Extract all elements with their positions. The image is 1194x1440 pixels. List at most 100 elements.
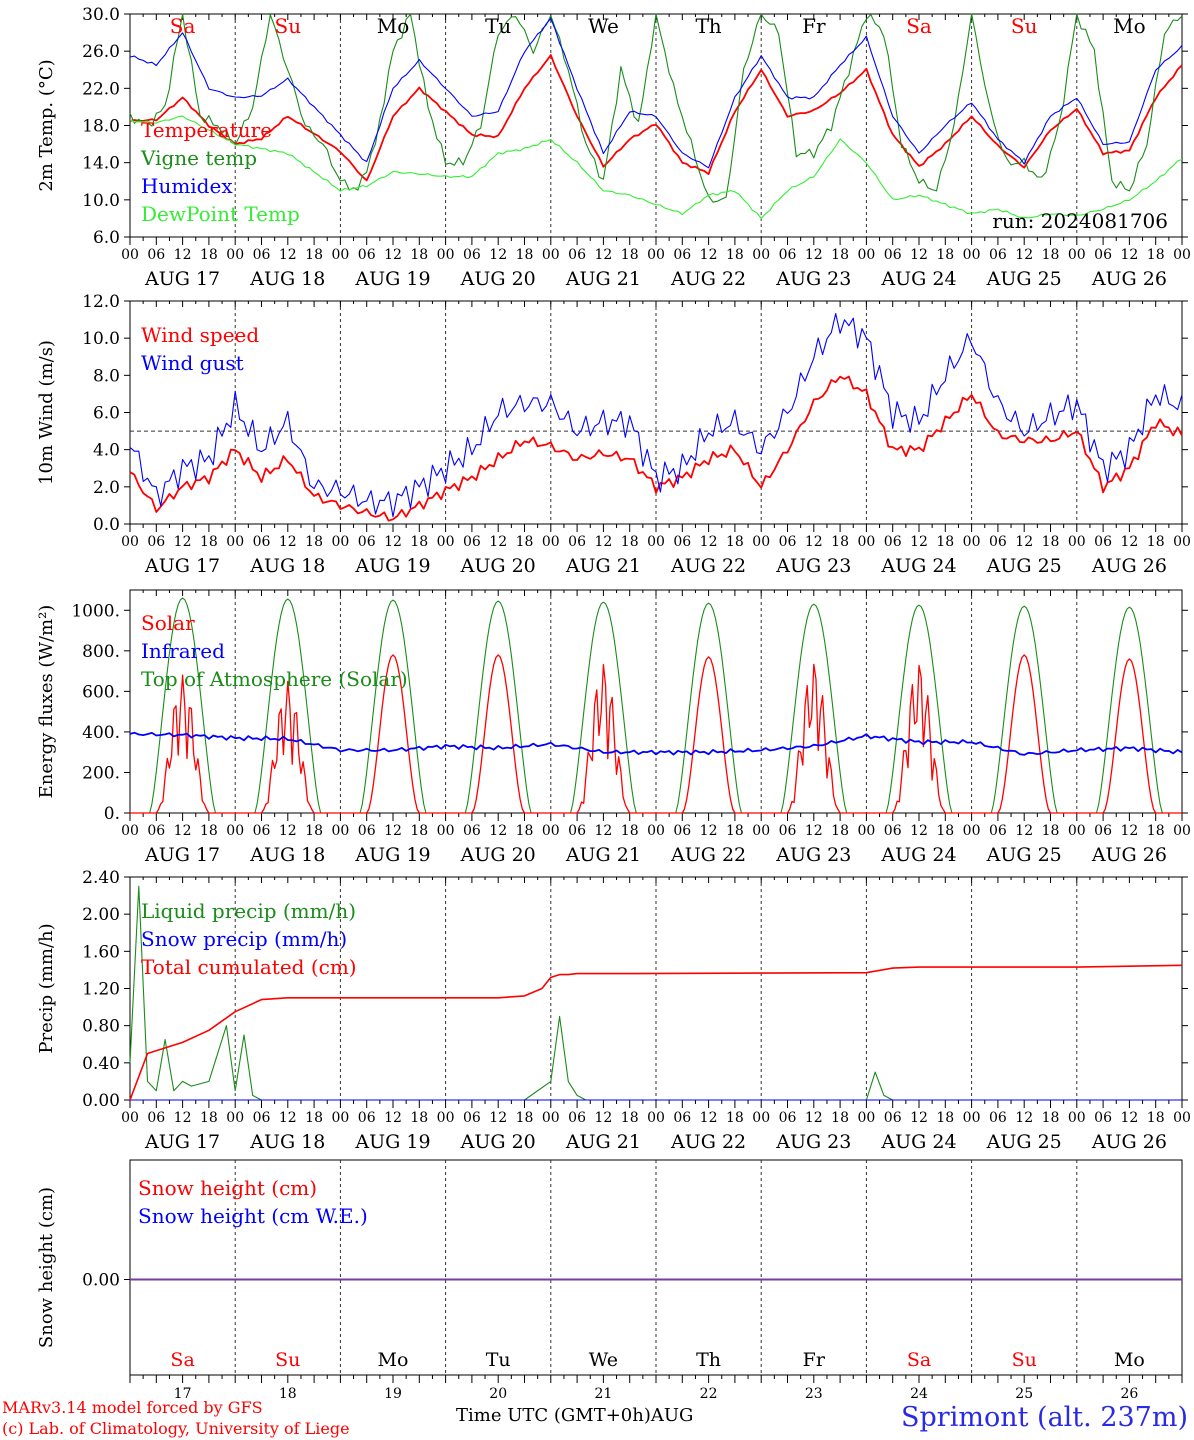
y-tick-label: 600. xyxy=(82,682,120,702)
date-label: AUG 24 xyxy=(880,555,956,577)
series-line-humidex xyxy=(129,18,1183,169)
date-label: AUG 22 xyxy=(670,1131,746,1153)
day-name-top: Fr xyxy=(802,14,826,38)
date-label: AUG 20 xyxy=(460,844,536,866)
series-line-infrared xyxy=(129,731,1183,756)
hour-tick-label: 00 xyxy=(1068,1110,1086,1126)
hour-tick-label: 18 xyxy=(726,247,744,263)
date-label: AUG 22 xyxy=(670,555,746,577)
date-label: AUG 26 xyxy=(1091,844,1167,866)
hour-tick-label: 06 xyxy=(253,823,271,839)
hour-tick-label: 12 xyxy=(1120,1110,1138,1126)
hour-tick-label: 12 xyxy=(384,823,402,839)
hour-tick-label: 06 xyxy=(253,247,271,263)
hour-tick-label: 18 xyxy=(831,1110,849,1126)
day-number: 23 xyxy=(805,1386,823,1402)
hour-tick-label: 00 xyxy=(752,247,770,263)
hour-tick-label: 00 xyxy=(857,247,875,263)
day-name-bottom: Tu xyxy=(486,1349,511,1371)
day-name-bottom: Fr xyxy=(803,1349,826,1371)
hour-tick-label: 12 xyxy=(910,823,928,839)
hour-tick-label: 06 xyxy=(147,1110,165,1126)
hour-tick-label: 18 xyxy=(516,1110,534,1126)
y-axis-label: Energy fluxes (W/m²) xyxy=(36,605,57,799)
hour-tick-label: 18 xyxy=(200,534,218,550)
y-tick-label: 2.0 xyxy=(93,478,120,498)
hour-tick-label: 18 xyxy=(1042,1110,1060,1126)
date-label: AUG 21 xyxy=(565,555,641,577)
hour-tick-label: 18 xyxy=(726,823,744,839)
legend-entry: Snow height (cm W.E.) xyxy=(138,1204,368,1228)
y-tick-label: 8.0 xyxy=(93,366,120,386)
day-number: 19 xyxy=(384,1386,402,1402)
hour-tick-label: 12 xyxy=(700,1110,718,1126)
hour-tick-label: 18 xyxy=(1147,1110,1165,1126)
hour-tick-label: 06 xyxy=(673,1110,691,1126)
legend-entry: Wind speed xyxy=(141,323,259,347)
hour-tick-label: 00 xyxy=(963,534,981,550)
date-label: AUG 23 xyxy=(775,1131,851,1153)
hour-tick-label: 06 xyxy=(989,247,1007,263)
hour-tick-label: 12 xyxy=(174,1110,192,1126)
day-number: 26 xyxy=(1120,1386,1138,1402)
hour-tick-label: 00 xyxy=(437,823,455,839)
hour-tick-label: 12 xyxy=(174,823,192,839)
hour-tick-label: 06 xyxy=(989,1110,1007,1126)
hour-tick-label: 06 xyxy=(568,534,586,550)
y-tick-label: 14.0 xyxy=(82,154,120,174)
date-label: AUG 17 xyxy=(144,555,220,577)
hour-tick-label: 12 xyxy=(489,823,507,839)
hour-tick-label: 00 xyxy=(226,823,244,839)
hour-tick-label: 18 xyxy=(410,823,428,839)
hour-tick-label: 00 xyxy=(121,1110,139,1126)
y-tick-label: 0.0 xyxy=(93,515,120,535)
date-label: AUG 23 xyxy=(775,268,851,290)
date-label: AUG 24 xyxy=(880,1131,956,1153)
date-label: AUG 26 xyxy=(1091,555,1167,577)
day-name-top: Sa xyxy=(906,14,932,38)
hour-tick-label: 06 xyxy=(147,247,165,263)
hour-tick-label: 00 xyxy=(963,823,981,839)
hour-tick-label: 12 xyxy=(700,534,718,550)
hour-tick-label: 00 xyxy=(331,1110,349,1126)
hour-tick-label: 12 xyxy=(910,534,928,550)
day-number: 20 xyxy=(489,1386,507,1402)
y-tick-label: 400. xyxy=(82,723,120,743)
date-label: AUG 17 xyxy=(144,268,220,290)
hour-tick-label: 06 xyxy=(358,1110,376,1126)
legend-entry: Top of Atmosphere (Solar) xyxy=(141,667,408,691)
hour-tick-label: 18 xyxy=(516,534,534,550)
day-name-top: Mo xyxy=(377,14,410,38)
hour-tick-label: 18 xyxy=(936,823,954,839)
hour-tick-label: 12 xyxy=(1120,823,1138,839)
hour-tick-label: 06 xyxy=(884,823,902,839)
hour-tick-label: 00 xyxy=(647,247,665,263)
hour-tick-label: 18 xyxy=(305,534,323,550)
run-label: run: 2024081706 xyxy=(992,209,1168,233)
legend-entry: Humidex xyxy=(141,174,233,198)
date-label: AUG 25 xyxy=(986,1131,1062,1153)
series-line-solar xyxy=(130,654,1182,814)
date-label: AUG 22 xyxy=(670,844,746,866)
hour-tick-label: 18 xyxy=(936,534,954,550)
hour-tick-label: 06 xyxy=(673,247,691,263)
y-tick-label: 10.0 xyxy=(82,191,120,211)
hour-tick-label: 06 xyxy=(673,534,691,550)
y-tick-label: 26.0 xyxy=(82,42,120,62)
y-tick-label: 0. xyxy=(104,804,120,824)
series-line-vigne-temp xyxy=(129,13,1183,203)
day-number: 25 xyxy=(1015,1386,1033,1402)
y-tick-label: 0.00 xyxy=(82,1091,120,1111)
hour-tick-label: 00 xyxy=(752,823,770,839)
y-tick-label: 0.80 xyxy=(82,1017,120,1037)
date-label: AUG 17 xyxy=(144,1131,220,1153)
day-name-top: We xyxy=(588,14,619,38)
hour-tick-label: 00 xyxy=(542,534,560,550)
hour-tick-label: 12 xyxy=(384,1110,402,1126)
hour-tick-label: 18 xyxy=(1042,247,1060,263)
hour-tick-label: 12 xyxy=(594,534,612,550)
model-credit: MARv3.14 model forced by GFS xyxy=(2,1398,263,1417)
date-label: AUG 21 xyxy=(565,1131,641,1153)
hour-tick-label: 18 xyxy=(200,823,218,839)
hour-tick-label: 12 xyxy=(1015,1110,1033,1126)
